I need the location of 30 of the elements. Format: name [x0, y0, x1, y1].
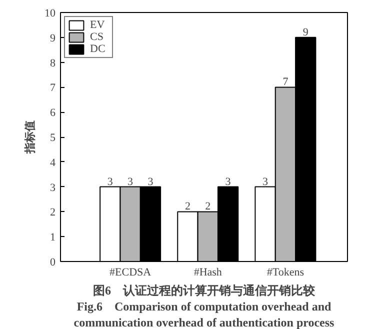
y-tick-label: 1 — [50, 232, 56, 244]
data-label: 3 — [148, 176, 154, 188]
y-tick-label: 5 — [50, 132, 56, 144]
caption: Fig.6 Comparison of computation overhead and — [76, 300, 332, 314]
x-tick-label: #Tokens — [266, 266, 304, 278]
y-tick-label: 3 — [50, 182, 56, 194]
data-label: 3 — [262, 176, 269, 188]
legend-label: EV — [90, 19, 106, 31]
text: communication overhead of authentication process — [74, 316, 335, 329]
y-tick-label: 10 — [44, 8, 56, 20]
x-tick-label: #ECDSA — [110, 266, 152, 278]
caption: 图6 认证过程的计算开销与通信开销比较 — [93, 284, 316, 298]
y-tick-label: 7 — [50, 82, 56, 94]
y-axis-title: 指标值 — [24, 120, 36, 154]
y-tick-label: 4 — [50, 156, 56, 169]
data-label: 3 — [128, 176, 134, 188]
data-label: 2 — [184, 200, 190, 213]
y-tick-label: 0 — [50, 256, 56, 268]
y-tick-label: 8 — [50, 57, 56, 70]
data-label: 9 — [302, 26, 309, 38]
data-label: 2 — [205, 200, 211, 213]
legend-label: DC — [90, 43, 106, 55]
legend-label: CS — [90, 31, 104, 43]
y-tick-label: 6 — [50, 107, 56, 120]
data-label: 3 — [225, 176, 232, 188]
x-tick-label: #Hash — [194, 266, 222, 278]
data-label: 7 — [282, 76, 289, 88]
y-tick-label: 2 — [50, 206, 56, 219]
data-label: 3 — [107, 176, 114, 188]
y-tick-label: 9 — [50, 32, 56, 44]
